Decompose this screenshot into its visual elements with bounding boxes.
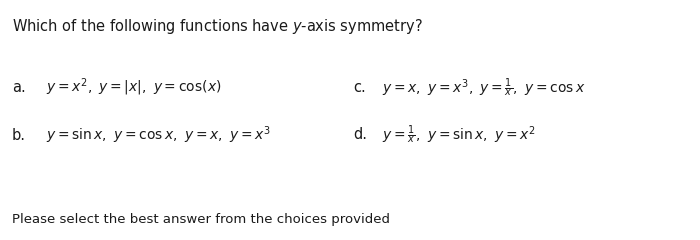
Text: $y = x^2,\ y = |x|,\ y = \cos(x)$: $y = x^2,\ y = |x|,\ y = \cos(x)$ [46,77,221,98]
Text: $y = \frac{1}{x},\ y = \sin x,\ y = x^2$: $y = \frac{1}{x},\ y = \sin x,\ y = x^2$ [382,123,536,146]
Text: $y = \sin x,\ y = \cos x,\ y = x,\ y = x^3$: $y = \sin x,\ y = \cos x,\ y = x,\ y = x… [46,125,270,146]
Text: Which of the following functions have $y$-axis symmetry?: Which of the following functions have $y… [12,17,423,36]
Text: b.: b. [12,128,26,143]
Text: $y = x,\ y = x^3,\ y = \frac{1}{x},\ y = \cos x$: $y = x,\ y = x^3,\ y = \frac{1}{x},\ y =… [382,76,585,99]
Text: Please select the best answer from the choices provided: Please select the best answer from the c… [12,213,390,226]
Text: a.: a. [12,80,26,95]
Text: c.: c. [354,80,366,95]
Text: d.: d. [354,127,368,142]
